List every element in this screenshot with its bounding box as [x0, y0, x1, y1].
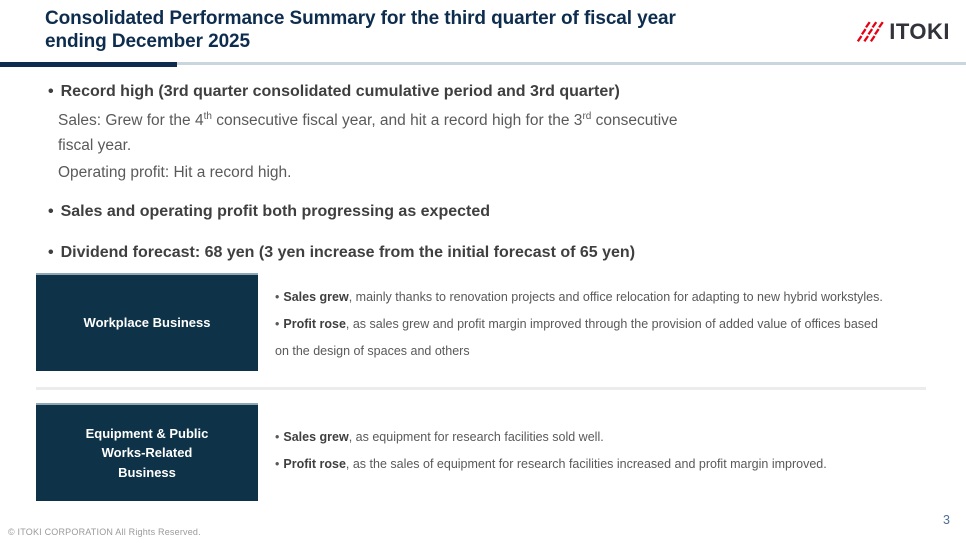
- page-title-line2: ending December 2025: [45, 30, 250, 52]
- bullet-progress: • Sales and operating profit both progres…: [48, 202, 933, 222]
- equipment-bullet-sales: • Sales grew, as equipment for research f…: [275, 424, 930, 451]
- workplace-label: Workplace Business: [83, 315, 211, 331]
- page-title: Consolidated Performance Summary for the…: [45, 8, 825, 54]
- bullet-dividend-text: Dividend forecast: 68 yen (3 yen increas…: [60, 244, 636, 262]
- highlights-section: • Record high (3rd quarter consolidated c…: [48, 82, 933, 263]
- sales-detail-sup2: rd: [582, 111, 592, 122]
- page-number: 3: [943, 513, 950, 527]
- itoki-logo-text: ITOKI: [889, 18, 950, 44]
- workplace-sales-lead: Sales grew: [283, 290, 349, 304]
- equipment-label-line3: Business: [118, 464, 176, 480]
- record-high-operating-detail: Operating profit: Hit a record high.: [58, 164, 292, 182]
- record-high-sales-detail: Sales: Grew for the 4th consecutive fisc…: [58, 104, 933, 158]
- sales-detail-line2: fiscal year.: [58, 137, 132, 155]
- bullet-marker: •: [275, 290, 280, 304]
- workplace-label-box: Workplace Business: [36, 273, 258, 371]
- equipment-details: • Sales grew, as equipment for research f…: [258, 403, 930, 501]
- bullet-marker: •: [275, 430, 280, 444]
- title-rule-light: [0, 62, 966, 65]
- page-title-line1: Consolidated Performance Summary for the…: [45, 8, 676, 29]
- bullet-record-high: • Record high (3rd quarter consolidated c…: [48, 82, 933, 102]
- bullet-dividend: • Dividend forecast: 68 yen (3 yen increa…: [48, 243, 933, 263]
- equipment-profit-lead: Profit rose: [283, 457, 346, 471]
- bullet-marker: •: [48, 83, 54, 100]
- sales-detail-sup1: th: [203, 111, 212, 122]
- section-divider: [36, 387, 926, 390]
- business-section: Workplace Business • Sales grew, mainly t…: [36, 273, 930, 501]
- title-rule-dark: [0, 62, 177, 67]
- sales-detail-seg1: Sales: Grew for the 4: [58, 112, 204, 130]
- sales-detail-seg2: consecutive fiscal year, and hit a recor…: [211, 112, 583, 130]
- workplace-bullet-sales: • Sales grew, mainly thanks to renovation…: [275, 284, 930, 311]
- equipment-label-line2: Works-Related: [101, 445, 193, 461]
- sales-detail-seg3: consecutive: [591, 112, 678, 130]
- equipment-label-box: Equipment & Public Works-Related Busines…: [36, 403, 258, 501]
- workplace-sales-rest: , mainly thanks to renovation projects a…: [348, 290, 883, 304]
- workplace-profit-rest-line2: on the design of spaces and others: [275, 344, 470, 358]
- business-row-equipment: Equipment & Public Works-Related Busines…: [36, 403, 930, 501]
- bullet-marker: •: [275, 457, 280, 471]
- bullet-record-high-text: Record high (3rd quarter consolidated cu…: [60, 83, 620, 100]
- workplace-profit-rest: , as sales grew and profit margin improv…: [345, 317, 878, 331]
- equipment-profit-rest: , as the sales of equipment for research…: [345, 457, 827, 471]
- workplace-details: • Sales grew, mainly thanks to renovation…: [258, 273, 930, 371]
- workplace-profit-lead: Profit rose: [283, 317, 346, 331]
- footer-copyright: © ITOKI CORPORATION All Rights Reserved.: [8, 527, 201, 537]
- itoki-logo: ITOKI: [857, 20, 950, 43]
- workplace-bullet-profit: • Profit rose, as sales grew and profit m…: [275, 311, 930, 365]
- bullet-marker: •: [275, 317, 280, 331]
- bullet-progress-text: Sales and operating profit both progress…: [60, 203, 491, 221]
- title-rule: [0, 62, 966, 67]
- equipment-label-line1: Equipment & Public: [85, 425, 209, 441]
- itoki-hatch-icon: [857, 21, 884, 42]
- equipment-sales-rest: , as equipment for research facilities s…: [348, 430, 604, 444]
- equipment-bullet-profit: • Profit rose, as the sales of equipment …: [275, 451, 930, 478]
- business-row-workplace: Workplace Business • Sales grew, mainly t…: [36, 273, 930, 371]
- bullet-marker: •: [48, 244, 54, 262]
- equipment-sales-lead: Sales grew: [283, 430, 349, 444]
- bullet-marker: •: [48, 203, 54, 221]
